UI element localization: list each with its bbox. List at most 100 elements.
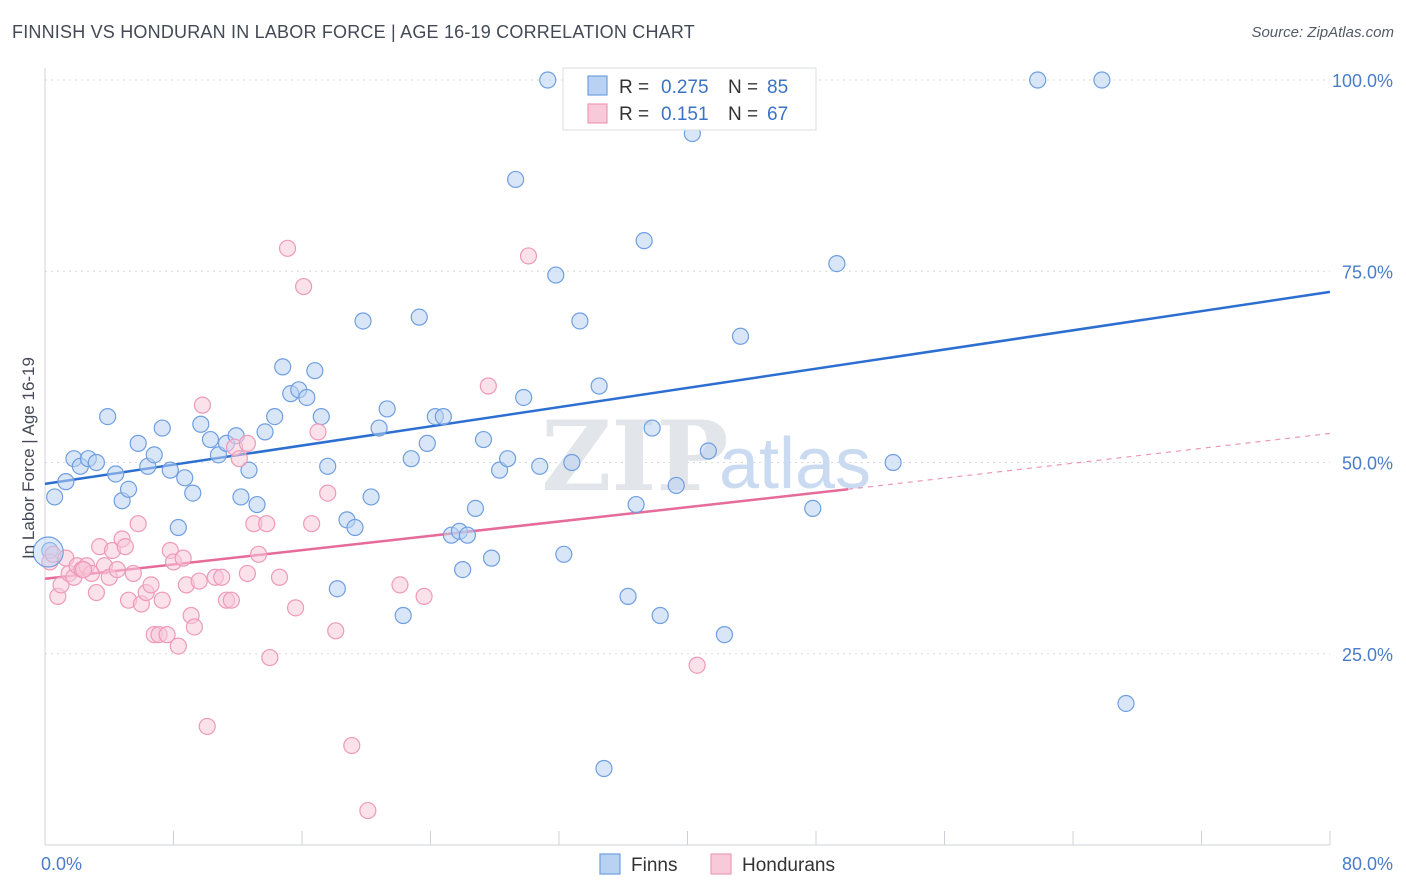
point-hondurans-24 <box>142 576 160 594</box>
point-finns-79 <box>1029 71 1047 89</box>
stats-n-label-finns: N = <box>728 77 758 98</box>
point-finns-33 <box>306 362 324 380</box>
point-hondurans-38 <box>198 717 216 736</box>
point-finns-11 <box>129 434 147 452</box>
point-finns-14 <box>153 419 171 437</box>
point-finns-15 <box>161 461 179 479</box>
point-hondurans-55 <box>309 423 327 441</box>
point-hondurans-62 <box>479 377 497 395</box>
point-finns-54 <box>482 549 501 567</box>
point-finns-76 <box>804 499 822 517</box>
point-finns-29 <box>274 358 292 376</box>
point-hondurans-60 <box>391 576 409 594</box>
point-finns-84 <box>454 560 472 579</box>
point-finns-6 <box>87 453 106 472</box>
point-hondurans-44 <box>230 450 248 468</box>
point-finns-70 <box>651 606 669 625</box>
point-hondurans-31 <box>169 637 187 655</box>
point-finns-62 <box>563 453 581 472</box>
y-tick-label-2: 75.0% <box>1342 262 1393 282</box>
point-finns-cluster <box>32 536 64 568</box>
point-hondurans-59 <box>359 801 377 820</box>
point-finns-17 <box>176 469 194 487</box>
stats-r-value-finns: 0.275 <box>661 77 709 98</box>
y-tick-label-3: 100.0% <box>1332 71 1393 91</box>
x-tick-label-0: 0.0% <box>41 854 82 874</box>
y-axis-title: In Labor Force | Age 16-19 <box>19 357 38 559</box>
stats-r-label-hondurans: R = <box>619 104 649 125</box>
point-finns-10 <box>119 480 138 498</box>
source-credit: Source: ZipAtlas.com <box>1251 24 1394 41</box>
point-finns-20 <box>201 430 220 449</box>
point-finns-26 <box>248 495 266 514</box>
point-finns-45 <box>410 308 428 326</box>
point-finns-42 <box>378 400 396 418</box>
point-hondurans-52 <box>286 599 305 617</box>
stats-legend: R = 0.275 N = 85 R = 0.151 N = 67 <box>562 67 817 131</box>
x-tick-label-1: 80.0% <box>1342 854 1393 874</box>
point-finns-71 <box>667 476 685 495</box>
axes <box>44 68 1331 846</box>
point-finns-73 <box>699 442 717 460</box>
point-finns-57 <box>507 170 525 189</box>
chart-title: FINNISH VS HONDURAN IN LABOR FORCE | AGE… <box>12 22 695 42</box>
point-finns-7 <box>99 408 117 426</box>
point-finns-61 <box>547 266 565 284</box>
point-finns-52 <box>466 499 485 517</box>
point-finns-81 <box>1117 694 1135 713</box>
point-finns-19 <box>192 415 210 433</box>
point-hondurans-56 <box>319 484 337 502</box>
point-finns-58 <box>515 388 533 407</box>
tick-labels: 25.0% 50.0% 75.0% 100.0% 0.0% 80.0% <box>41 71 1393 874</box>
grid-lines <box>45 79 1330 655</box>
point-hondurans-54 <box>303 515 321 533</box>
trendline-ext-hondurans <box>848 432 1331 490</box>
point-finns-38 <box>346 518 364 537</box>
point-hondurans-18 <box>116 538 134 556</box>
point-finns-2 <box>57 473 75 491</box>
point-hondurans-21 <box>129 515 147 533</box>
point-finns-34 <box>312 408 330 426</box>
point-hondurans-57 <box>327 622 345 640</box>
point-finns-51 <box>458 526 477 544</box>
point-hondurans-35 <box>185 618 203 636</box>
point-finns-69 <box>643 419 661 437</box>
point-finns-56 <box>499 450 517 468</box>
point-finns-66 <box>619 587 637 605</box>
point-hondurans-47 <box>250 545 268 563</box>
point-hondurans-58 <box>343 736 361 755</box>
point-finns-27 <box>256 423 274 441</box>
point-finns-64 <box>590 377 608 395</box>
point-hondurans-50 <box>270 568 289 586</box>
point-hondurans-36 <box>190 572 208 590</box>
point-finns-46 <box>418 434 436 452</box>
point-hondurans-45 <box>238 564 256 583</box>
stats-r-value-hondurans: 0.151 <box>661 104 709 125</box>
trendline-finns <box>44 290 1331 486</box>
point-finns-65 <box>595 759 613 778</box>
point-hondurans-11 <box>87 583 106 602</box>
point-hondurans-16 <box>108 560 126 579</box>
point-finns-28 <box>266 408 284 426</box>
point-hondurans-64 <box>688 656 706 674</box>
point-hondurans-66 <box>238 434 256 452</box>
point-finns-48 <box>434 408 452 426</box>
point-finns-83 <box>555 545 573 563</box>
point-hondurans-63 <box>519 247 538 265</box>
point-hondurans-51 <box>278 239 297 257</box>
point-finns-13 <box>145 446 163 464</box>
point-hondurans-32 <box>174 549 192 567</box>
legend-swatch-hondurans <box>710 853 732 875</box>
stats-n-value-hondurans: 67 <box>767 104 788 125</box>
point-finns-80 <box>1093 71 1111 89</box>
point-hondurans-42 <box>222 591 240 609</box>
point-hondurans-65 <box>74 560 93 579</box>
y-tick-label-1: 50.0% <box>1342 454 1393 474</box>
point-finns-74 <box>715 626 734 644</box>
y-tick-label-0: 25.0% <box>1342 645 1393 665</box>
legend-label-finns: Finns <box>631 855 677 876</box>
point-hondurans-48 <box>258 515 276 533</box>
point-finns-1 <box>46 488 64 506</box>
point-finns-53 <box>474 430 493 449</box>
